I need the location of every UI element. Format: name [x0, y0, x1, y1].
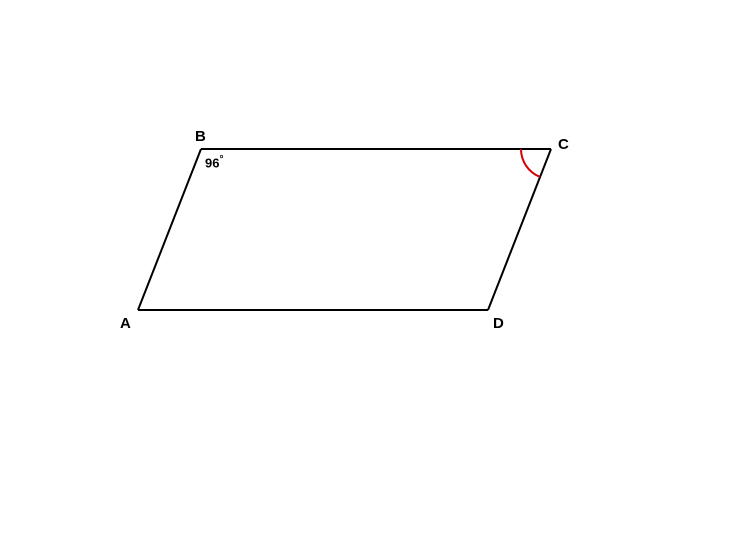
degree-symbol: °	[219, 154, 223, 165]
angle-value: 96	[205, 155, 219, 170]
angle-value-label: 96°	[205, 154, 223, 170]
vertex-label-d: D	[493, 315, 504, 332]
edge-CD	[488, 149, 551, 310]
angle-arc-c	[521, 149, 540, 177]
vertex-label-b: B	[195, 128, 206, 145]
parallelogram-diagram: A B C D 96°	[0, 0, 744, 541]
edge-AB	[138, 149, 201, 310]
vertex-label-c: C	[558, 136, 569, 153]
vertex-label-a: A	[120, 315, 131, 332]
diagram-svg	[0, 0, 744, 541]
